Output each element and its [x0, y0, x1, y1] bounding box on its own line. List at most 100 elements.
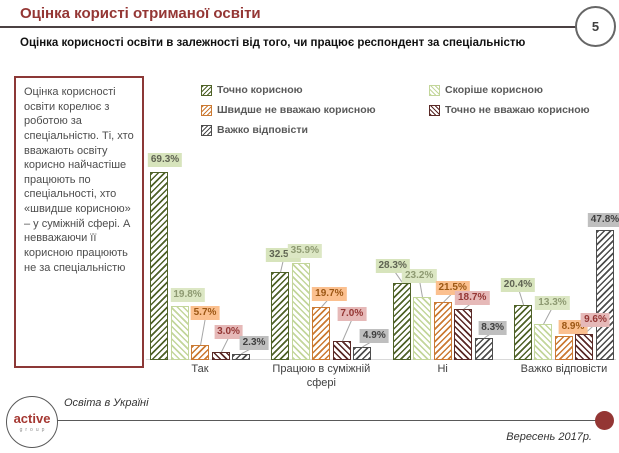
bar-slot: 19.8% — [170, 287, 205, 360]
bar — [170, 306, 189, 360]
bar — [474, 338, 493, 360]
legend-item-3: Точно не вважаю корисною — [429, 104, 616, 116]
bar-slot: 69.3% — [147, 152, 183, 360]
chart-subtitle: Оцінка корисності освіти в залежності ві… — [20, 37, 526, 49]
x-axis-line — [146, 359, 616, 360]
data-label: 19.7% — [312, 286, 347, 301]
legend-label: Важко відповісти — [217, 124, 308, 136]
bar-slot: 32.5% — [266, 247, 301, 360]
bar-slot: 28.3% — [375, 258, 411, 360]
bar-slot: 20.4% — [500, 277, 536, 360]
bar — [191, 345, 209, 360]
bar-slot: 3.0% — [211, 324, 243, 360]
legend-label: Скоріше корисною — [445, 84, 543, 96]
category-label-0: Так — [191, 363, 209, 375]
bar-group-2: 28.3% 23.2% 21.5% 18.7% 8.3% — [375, 258, 508, 360]
data-label: 47.8% — [587, 212, 619, 227]
category-label-1: Працюю в суміжній сфері — [272, 363, 371, 389]
page-number: 5 — [591, 19, 600, 34]
data-label: 20.4% — [500, 277, 536, 292]
bar — [575, 334, 594, 360]
bar-slot: 19.7% — [312, 286, 347, 360]
bar-group-0: 69.3% 19.8% 5.7% 3.0% 2.3% — [147, 152, 269, 360]
logo-word-group: group — [19, 426, 48, 433]
data-label: 3.0% — [214, 324, 243, 339]
category-label-3: Важко відповісти — [520, 363, 608, 375]
bar — [534, 324, 553, 360]
bar — [513, 305, 532, 360]
data-label: 7.0% — [337, 306, 367, 321]
data-label: 9.6% — [581, 312, 610, 327]
bar-slot: 2.3% — [232, 335, 269, 360]
chart-legend: Точно корисною Скоріше корисною Швидше не … — [201, 84, 616, 136]
bar — [353, 347, 372, 360]
commentary-box: Оцінка корисності освіти корелює з робот… — [14, 76, 144, 368]
logo-word-active: active — [13, 410, 51, 426]
data-label: 69.3% — [147, 152, 183, 167]
plot-area: 69.3% 19.8% 5.7% 3.0% 2.3% 32.5% 35.9% 19.7% 7.0… — [146, 148, 619, 360]
legend-label: Точно не вважаю корисною — [445, 104, 590, 116]
bar — [211, 352, 230, 360]
label-leader-line — [341, 317, 353, 342]
bar — [232, 354, 250, 360]
survey-series-label: Освіта в Україні — [64, 397, 149, 409]
bar — [312, 307, 331, 360]
page-number-badge: 5 — [575, 6, 616, 47]
bar-slot: 23.2% — [401, 268, 437, 360]
bar — [433, 302, 452, 360]
data-label: 19.8% — [170, 287, 205, 302]
legend-hatch-swatch — [429, 104, 440, 116]
survey-date: Вересень 2017р. — [506, 431, 592, 443]
bar-slot: 5.7% — [190, 305, 220, 360]
bar-group-3: 20.4% 13.3% 8.9% 9.6% 47.8% — [500, 212, 619, 360]
legend-label: Точно корисною — [217, 84, 303, 96]
data-label: 2.3% — [239, 335, 269, 350]
bar — [392, 283, 411, 360]
bar-slot: 8.9% — [554, 319, 588, 360]
legend-item-2: Швидше не вважаю корисною — [201, 104, 429, 116]
bar — [554, 336, 573, 360]
data-label: 18.7% — [454, 290, 490, 305]
legend-item-4: Важко відповісти — [201, 124, 429, 136]
bar — [332, 341, 351, 360]
bar — [595, 230, 614, 360]
legend-label: Швидше не вважаю корисною — [217, 104, 376, 116]
bar-slot: 8.3% — [474, 320, 508, 360]
footer-end-dot — [595, 411, 614, 430]
bar-slot: 35.9% — [287, 243, 323, 360]
category-axis: Так Працюю в суміжній сфері Ні Важко відпов… — [146, 363, 616, 396]
page-title: Оцінка користі отриманої освіти — [20, 5, 261, 22]
legend-item-1: Скоріше корисною — [429, 84, 616, 96]
category-label-2: Ні — [437, 363, 448, 375]
bar-groups: 69.3% 19.8% 5.7% 3.0% 2.3% 32.5% 35.9% 19.7% 7.0… — [146, 148, 619, 360]
bar-slot: 21.5% — [433, 280, 470, 360]
data-label: 5.7% — [190, 305, 220, 320]
bar-slot: 18.7% — [454, 290, 490, 360]
bar-slot: 47.8% — [587, 212, 619, 360]
legend-hatch-swatch — [201, 84, 212, 96]
bar-chart: Точно корисною Скоріше корисною Швидше не … — [146, 84, 619, 396]
bar-slot: 7.0% — [332, 306, 367, 360]
bar-group-1: 32.5% 35.9% 19.7% 7.0% 4.9% — [266, 243, 389, 360]
bar-slot: 4.9% — [353, 328, 389, 360]
bar — [291, 263, 310, 360]
legend-item-0: Точно корисною — [201, 84, 429, 96]
data-label: 4.9% — [359, 328, 389, 343]
label-leader-line — [200, 316, 206, 346]
bar — [413, 297, 432, 360]
data-label: 13.3% — [535, 295, 570, 310]
data-label: 8.3% — [478, 320, 508, 335]
bar-slot: 9.6% — [575, 312, 610, 360]
legend-hatch-swatch — [201, 104, 212, 116]
bar — [150, 172, 168, 360]
bar — [454, 309, 473, 360]
legend-hatch-swatch — [429, 84, 440, 96]
active-group-logo: active group — [6, 396, 58, 448]
data-label: 35.9% — [287, 243, 323, 258]
legend-hatch-swatch — [201, 124, 212, 136]
data-label: 23.2% — [401, 268, 437, 283]
footer-divider — [57, 420, 597, 421]
bar-slot: 13.3% — [534, 295, 570, 360]
bar — [271, 272, 290, 360]
